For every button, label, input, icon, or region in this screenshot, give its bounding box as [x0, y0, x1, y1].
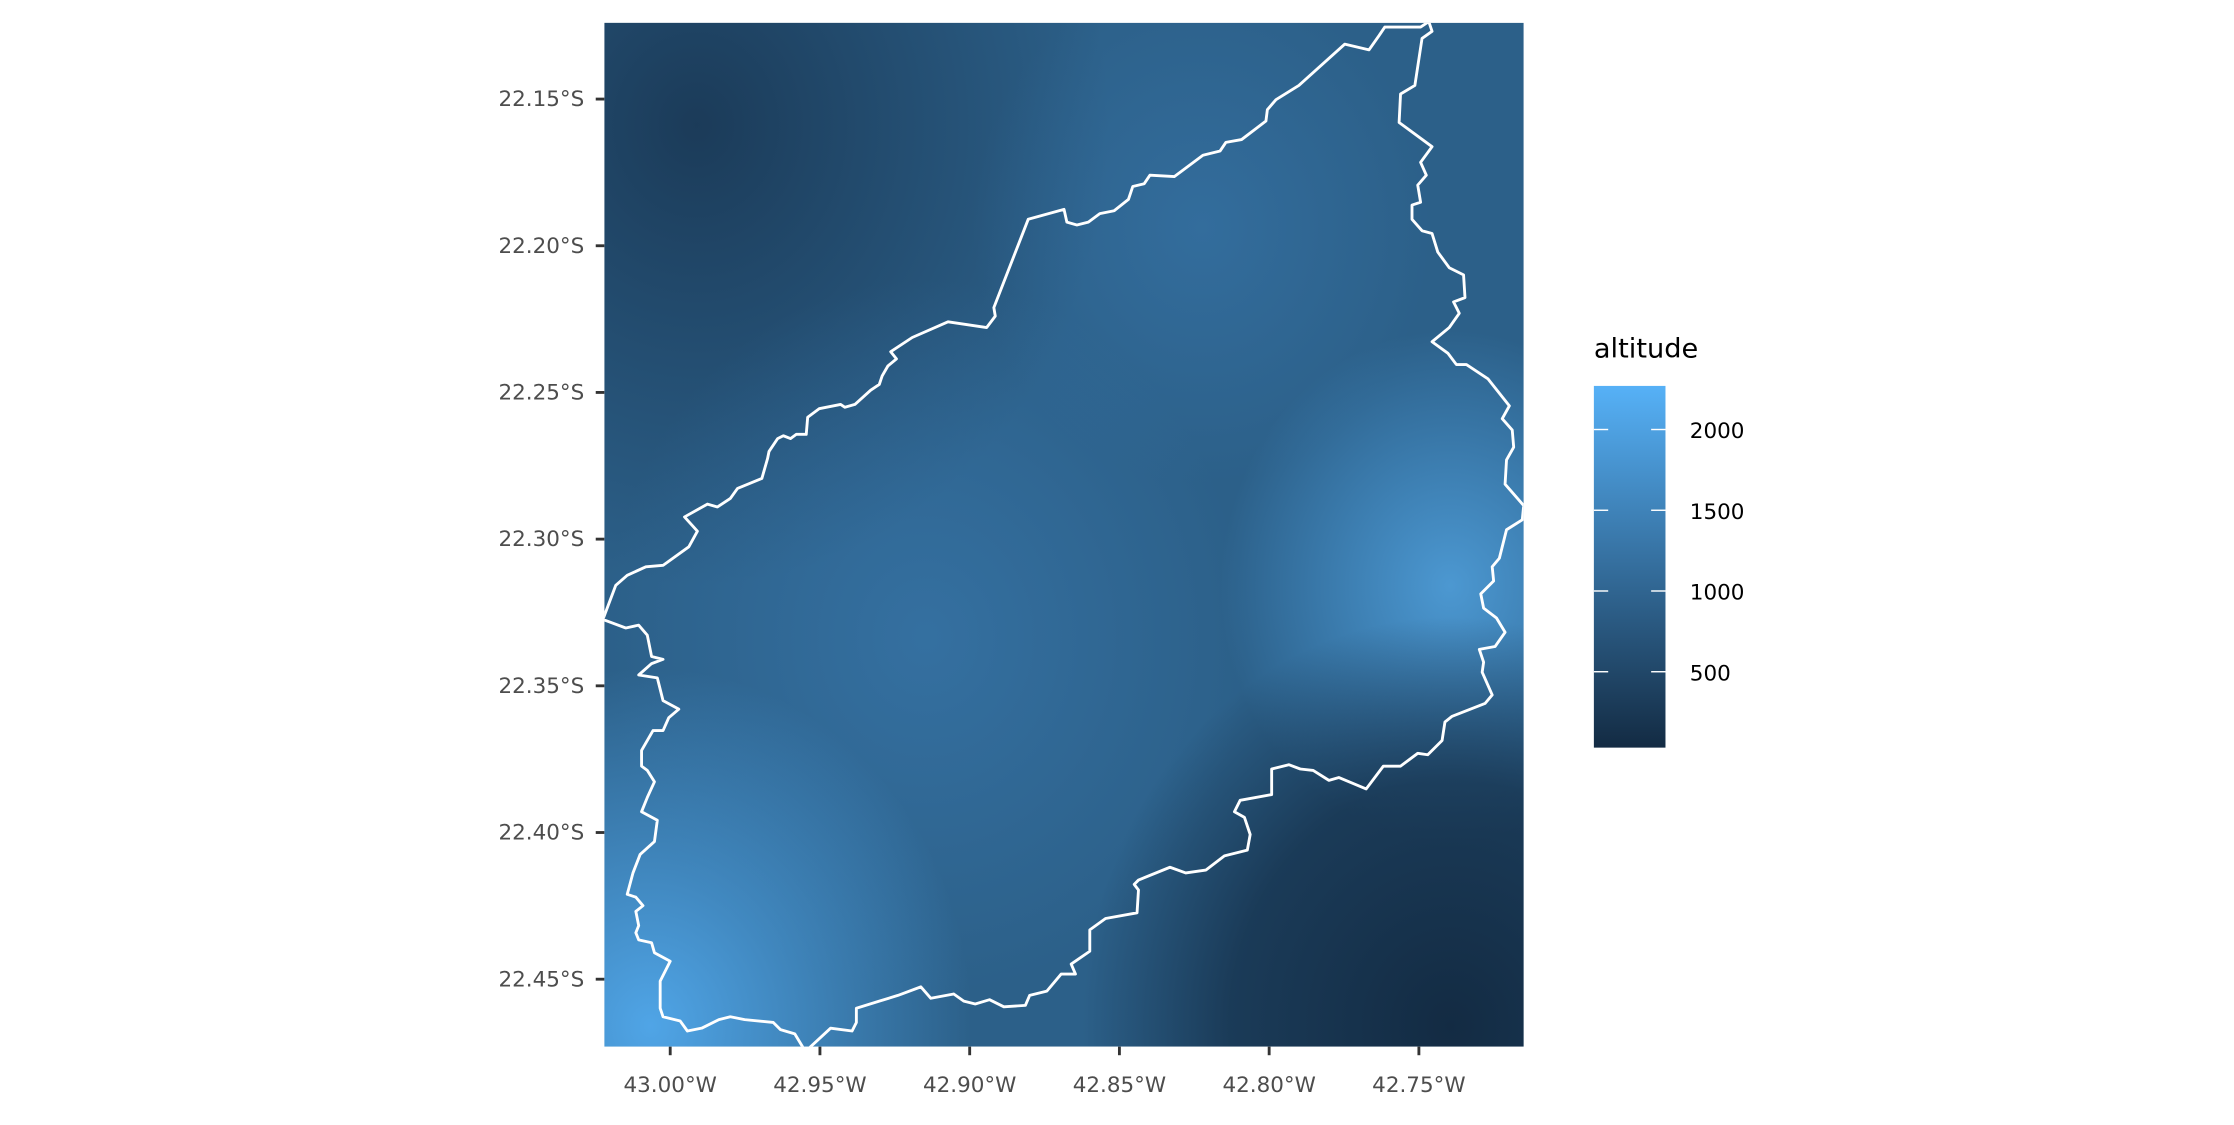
y-tick-label: 22.40°S: [498, 821, 584, 846]
legend-label: 1000: [1690, 581, 1745, 606]
y-tick-label: 22.15°S: [498, 87, 584, 112]
x-axis: 43.00°W 42.95°W 42.90°W 42.85°W 42.80°W 42.75…: [624, 1046, 1466, 1098]
x-tick-label: 42.95°W: [773, 1073, 866, 1098]
x-tick-label: 42.75°W: [1372, 1073, 1465, 1098]
y-axis: 22.15°S 22.20°S 22.25°S 22.30°S 22.35°S 22.40…: [498, 87, 605, 992]
x-tick-label: 42.90°W: [923, 1073, 1016, 1098]
x-tick-label: 42.80°W: [1222, 1073, 1315, 1098]
raster-shade-bottom-right: [604, 22, 1524, 1047]
legend-title: altitude: [1594, 334, 1698, 365]
y-tick-label: 22.30°S: [498, 527, 584, 552]
x-tick-label: 42.85°W: [1073, 1073, 1166, 1098]
x-tick-label: 43.00°W: [624, 1073, 717, 1098]
map-panel: [604, 22, 1524, 1047]
y-tick-label: 22.25°S: [498, 381, 584, 406]
legend-colorbar: [1593, 385, 1666, 748]
y-tick-label: 22.45°S: [498, 967, 584, 992]
y-tick-label: 22.20°S: [498, 234, 584, 259]
y-tick-label: 22.35°S: [498, 674, 584, 699]
legend-label: 2000: [1690, 419, 1745, 444]
legend-label: 500: [1690, 661, 1731, 686]
legend: altitude 2000 1500 1000 500: [1593, 334, 1745, 748]
watershed-boundary: [604, 22, 1524, 1047]
legend-label: 1500: [1690, 500, 1745, 525]
